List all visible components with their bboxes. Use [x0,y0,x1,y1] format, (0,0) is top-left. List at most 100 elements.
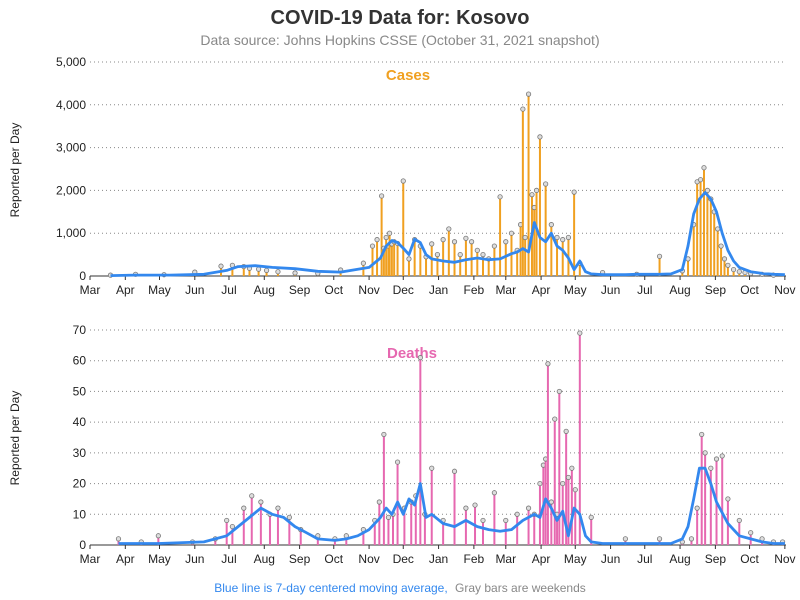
cases-bar-marker [255,266,262,272]
deaths-x-tick-label: Feb [464,552,485,566]
deaths-bar-marker [708,465,714,471]
deaths-x-tick-label: Apr [532,552,551,566]
deaths-bar-marker [249,493,255,499]
deaths-bar-marker [525,505,532,511]
cases-moving-average-line [110,191,785,277]
cases-bar-marker [360,260,366,266]
deaths-x-tick-label: Dec [393,552,414,566]
deaths-y-tick-label: 10 [73,507,87,521]
cases-panel-title: Cases [386,67,430,84]
deaths-bar-marker [699,431,705,438]
cases-bar-marker [701,165,707,171]
deaths-bar-marker [560,480,566,487]
cases-y-tick-label: 0 [79,269,86,283]
deaths-x-tick-label: Jul [637,552,652,566]
deaths-y-tick-label: 30 [73,446,87,460]
deaths-bar-marker [385,514,392,520]
cases-x-tick-label: Jun [185,283,204,297]
cases-bar-marker [560,237,566,243]
cases-x-tick-label: Apr [532,283,551,297]
deaths-bar-marker [552,416,558,422]
deaths-bar-marker [224,517,230,524]
cases-y-tick-label: 4,000 [56,98,86,112]
deaths-bar-marker [545,361,551,367]
cases-bar-marker [503,239,509,245]
cases-bar-marker [565,234,572,241]
cases-bar-marker [369,243,376,249]
deaths-bar-marker [569,465,575,471]
deaths-bar-marker [451,468,458,474]
cases-bar-marker [292,270,298,276]
deaths-x-tick-label: Jan [429,552,448,566]
cases-bar-marker [731,266,737,273]
cases-x-tick-label: Sep [289,283,311,297]
deaths-x-tick-label: Nov [358,552,379,566]
cases-bar-marker [440,237,446,243]
deaths-bar-marker [713,456,720,462]
cases-y-tick-label: 5,000 [56,55,86,69]
cases-bar-marker [715,226,721,232]
footnote-weekends: Gray bars are weekends [455,581,586,595]
cases-bar-marker [429,241,435,247]
cases-bar-marker [537,134,543,140]
cases-y-axis-label: Reported per Day [8,123,22,218]
deaths-panel-title: Deaths [387,345,437,362]
cases-bar-marker [383,234,389,241]
cases-bar-marker [379,193,385,199]
chart-subtitle: Data source: Johns Hopkins CSSE (October… [200,32,599,48]
deaths-bar-marker [491,490,497,496]
cases-bar-marker [463,235,469,241]
cases-bar-marker [263,267,270,274]
deaths-x-tick-label: Mar [80,552,101,566]
deaths-x-tick-label: Jun [185,552,204,566]
cases-panel: Cases Reported per Day 0 1,000 2,000 3,000 4… [8,55,796,297]
cases-x-tick-label: May [564,283,587,297]
cases-bar-marker [451,239,458,245]
deaths-bar-marker [394,459,401,465]
deaths-bar-marker [725,496,731,502]
cases-x-tick-label: Feb [464,283,485,297]
cases-x-tick-label: Aug [669,283,690,297]
cases-bar-marker [725,262,731,268]
cases-x-tick-label: Jul [221,283,236,297]
deaths-bar-marker [588,514,594,520]
deaths-bar-marker [229,523,235,530]
deaths-x-tick-label: Aug [254,552,275,566]
deaths-bar-marker [429,465,435,471]
deaths-bar-marker [748,530,754,536]
deaths-moving-average-line [118,466,785,545]
cases-x-tick-label: Jul [637,283,652,297]
cases-x-tick-label: Mar [80,283,101,297]
cases-bar-marker [554,234,560,241]
deaths-bar-marker [417,355,423,361]
deaths-bar-marker [656,536,663,542]
cases-bar-marker [721,256,728,262]
chart-title: COVID-19 Data for: Kosovo [271,7,530,29]
deaths-x-tick-label: May [148,552,171,566]
footnote-moving-average: Blue line is 7-day centered moving avera… [214,581,447,595]
deaths-x-tick-label: Sep [289,552,311,566]
deaths-x-tick-label: Oct [324,552,343,566]
deaths-bar-marker [286,514,292,520]
cases-bar-marker [704,187,711,193]
deaths-bar-marker [155,533,161,539]
cases-bar-marker [736,269,742,275]
cases-x-tick-label: Jan [429,283,448,297]
cases-x-tick-label: Jun [601,283,620,297]
cases-bar-marker [697,177,704,183]
cases-x-tick-label: Aug [254,283,275,297]
deaths-bar-marker [275,505,281,511]
deaths-bar-marker [381,431,387,438]
deaths-bar-marker [480,517,486,524]
deaths-bar-marker [556,388,562,395]
cases-bar-marker [533,187,540,193]
deaths-x-tick-label: Jun [601,552,620,566]
deaths-bar-marker [241,505,247,511]
cases-bar-marker [469,239,475,245]
cases-bar-marker [520,106,526,112]
cases-bar-marker [508,230,515,236]
cases-x-tick-label: Sep [705,283,727,297]
cases-bar-marker [386,230,393,236]
deaths-bar-marker [577,330,583,336]
deaths-x-tick-label: Sep [705,552,727,566]
